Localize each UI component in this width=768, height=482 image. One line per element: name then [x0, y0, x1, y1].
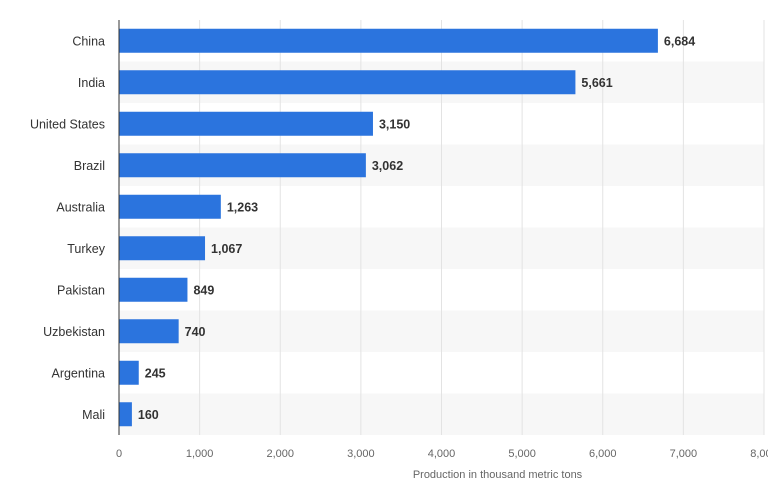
category-label: United States: [30, 117, 105, 131]
x-tick-label: 8,000: [750, 448, 768, 460]
x-tick-label: 0: [116, 448, 122, 460]
category-label: Mali: [82, 408, 105, 422]
x-axis-tick-labels: 0 1,000 2,000 3,000 4,000 5,000 6,000 7,000 8,00…: [116, 448, 768, 460]
value-label: 740: [185, 325, 206, 339]
bar-turkey: [119, 236, 206, 261]
category-labels: China India United States Brazil Australia Tu…: [30, 34, 106, 422]
category-label: Pakistan: [57, 283, 105, 297]
category-label: Australia: [56, 200, 105, 214]
value-label: 3,062: [372, 159, 403, 173]
value-label: 3,150: [379, 117, 410, 131]
bar-united-states: [119, 111, 373, 136]
category-label: India: [78, 76, 105, 90]
category-label: Turkey: [67, 242, 105, 256]
x-axis-title: Production in thousand metric tons: [413, 469, 583, 481]
bar-india: [119, 70, 576, 95]
x-tick-label: 1,000: [186, 448, 214, 460]
value-labels: 6,684 5,661 3,150 3,062 1,263 1,067 849 740 245 1…: [138, 34, 695, 422]
value-label: 245: [145, 366, 166, 380]
category-label: China: [72, 34, 105, 48]
bar-pakistan: [119, 277, 188, 302]
bar-australia: [119, 194, 221, 219]
bars: [119, 28, 658, 427]
bar-argentina: [119, 360, 139, 385]
category-label: Brazil: [74, 159, 105, 173]
x-tick-label: 5,000: [508, 448, 536, 460]
value-label: 6,684: [664, 34, 695, 48]
category-label: Argentina: [51, 366, 105, 380]
bar-brazil: [119, 153, 366, 178]
bar-china: [119, 28, 658, 53]
value-label: 849: [193, 283, 214, 297]
bar-uzbekistan: [119, 319, 179, 344]
value-label: 160: [138, 408, 159, 422]
x-tick-label: 7,000: [670, 448, 698, 460]
bar-mali: [119, 402, 132, 427]
value-label: 5,661: [581, 76, 612, 90]
value-label: 1,263: [227, 200, 258, 214]
x-tick-label: 4,000: [428, 448, 456, 460]
x-tick-label: 6,000: [589, 448, 617, 460]
value-label: 1,067: [211, 242, 242, 256]
x-tick-label: 3,000: [347, 448, 375, 460]
x-tick-label: 2,000: [266, 448, 294, 460]
category-label: Uzbekistan: [43, 325, 105, 339]
